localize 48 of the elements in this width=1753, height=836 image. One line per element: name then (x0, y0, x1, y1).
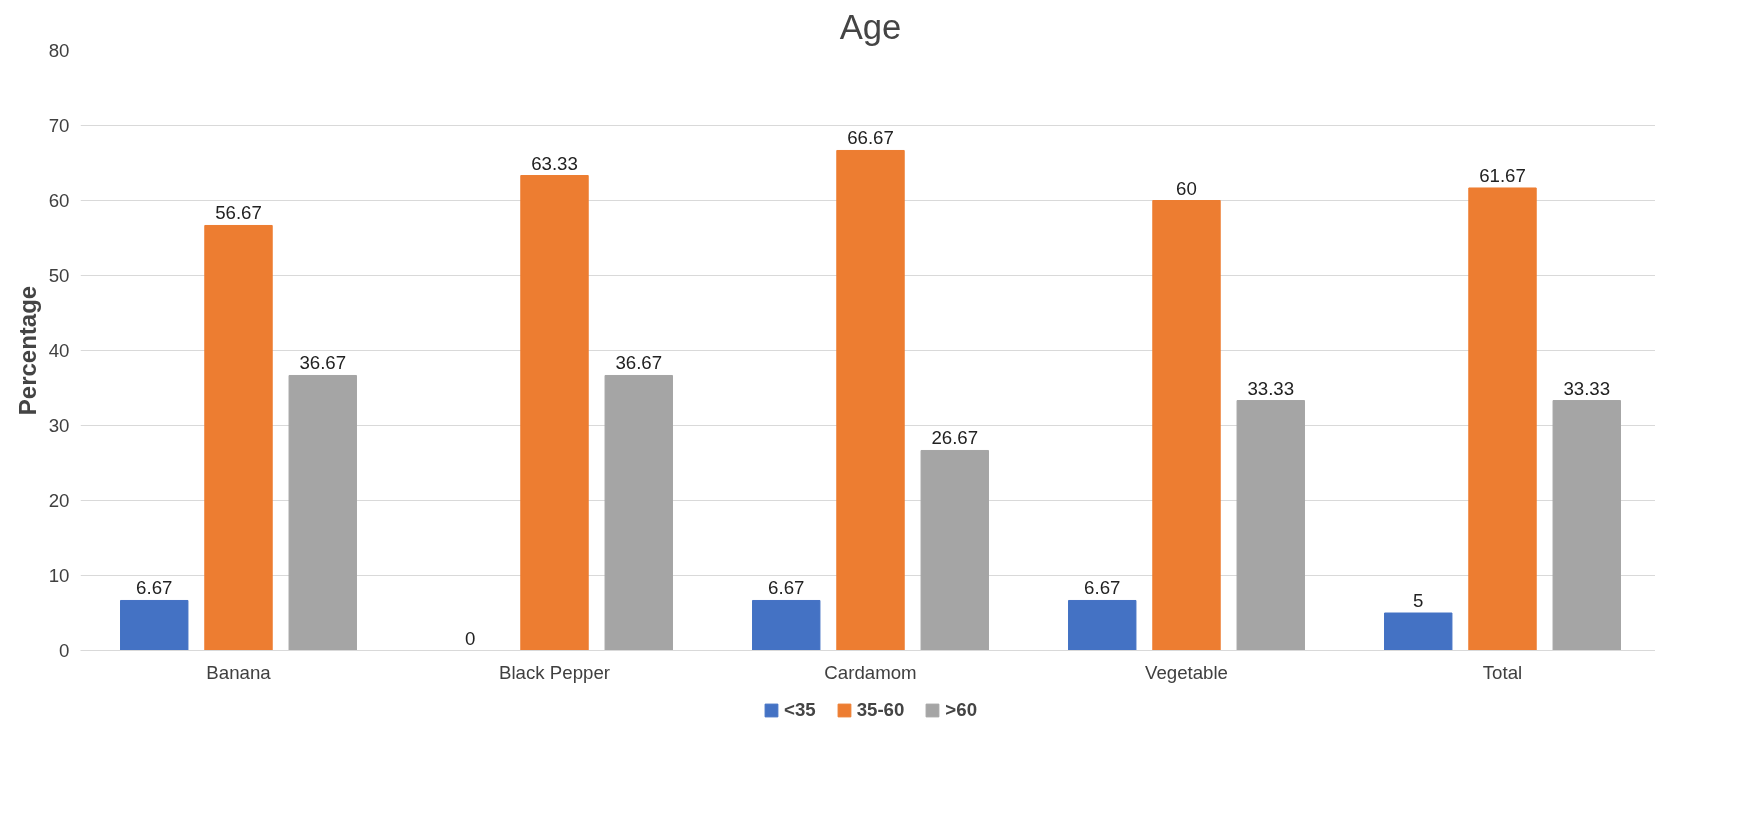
x-tick-label: Cardamom (824, 661, 917, 683)
y-tick-label: 20 (48, 490, 70, 511)
bar (752, 599, 821, 651)
bar (920, 449, 989, 651)
data-label: 56.67 (215, 202, 262, 224)
y-tick-label: 60 (48, 190, 70, 211)
data-label: 33.33 (1247, 377, 1295, 399)
y-tick-label: 80 (48, 40, 70, 61)
y-axis-title: Percentage (13, 285, 41, 416)
y-tick-label: 50 (48, 265, 70, 286)
y-tick-label: 0 (59, 640, 70, 661)
y-tick-label: 10 (48, 565, 70, 586)
data-label: 6.67 (1084, 577, 1121, 599)
bar (1236, 400, 1305, 651)
bar (1068, 599, 1137, 651)
bar (1152, 200, 1221, 651)
bar (520, 175, 589, 651)
bar (288, 374, 357, 651)
bar (604, 374, 673, 651)
bar (204, 224, 273, 651)
bar (836, 149, 905, 651)
y-tick-label: 30 (48, 415, 70, 436)
bar (1384, 612, 1453, 651)
data-label: 36.67 (299, 352, 347, 374)
data-label: 5 (1413, 590, 1424, 611)
data-label: 66.67 (847, 127, 894, 149)
legend-label: 35-60 (856, 699, 905, 721)
data-label: 60 (1176, 177, 1197, 199)
x-tick-label: Vegetable (1145, 661, 1228, 683)
bar (120, 599, 189, 651)
bar (1468, 187, 1537, 651)
x-tick-label: Banana (206, 661, 272, 683)
data-label: 26.67 (931, 427, 979, 449)
data-label: 33.33 (1563, 377, 1611, 399)
chart-title: Age (839, 7, 902, 46)
data-label: 6.67 (136, 577, 173, 599)
data-label: 6.67 (768, 577, 805, 599)
x-tick-label: Total (1482, 661, 1523, 683)
data-label: 0 (465, 627, 476, 649)
bar (1552, 400, 1621, 651)
legend-label: >60 (945, 699, 978, 721)
data-label: 63.33 (531, 152, 578, 174)
data-label: 61.67 (1479, 164, 1526, 186)
legend-label: <35 (783, 699, 816, 721)
data-label: 36.67 (615, 352, 663, 374)
x-tick-label: Black Pepper (499, 661, 610, 683)
y-tick-label: 70 (48, 115, 70, 136)
y-tick-label: 40 (48, 340, 70, 361)
